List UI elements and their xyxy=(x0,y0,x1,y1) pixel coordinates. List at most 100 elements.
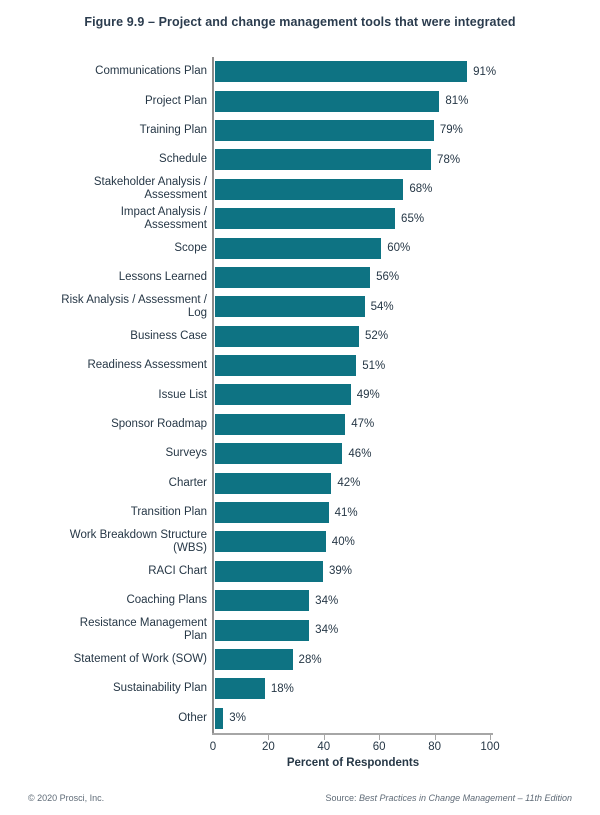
value-label: 47% xyxy=(351,418,375,431)
bar-row: Lessons Learned 56% xyxy=(0,263,600,292)
category-label: Charter xyxy=(168,476,207,489)
x-axis-title: Percent of Respondents xyxy=(286,757,420,769)
bar-track: 51% xyxy=(213,351,600,380)
bar xyxy=(215,560,324,582)
bar-track: 65% xyxy=(213,204,600,233)
x-axis-tick xyxy=(434,735,436,740)
category-label: Other xyxy=(178,711,207,724)
footer-source-title: Best Practices in Change Management – 11… xyxy=(359,793,572,803)
bar xyxy=(215,325,360,347)
category-label: Impact Analysis / Assessment xyxy=(120,205,207,231)
bar xyxy=(215,90,440,112)
x-axis-tick-label: 20 xyxy=(261,741,275,753)
value-label: 60% xyxy=(387,242,411,255)
category-label: Business Case xyxy=(130,329,207,342)
x-axis-tick xyxy=(379,735,381,740)
bar-row: Readiness Assessment 51% xyxy=(0,351,600,380)
value-label: 78% xyxy=(437,153,461,166)
bar-track: 81% xyxy=(213,86,600,115)
value-label: 91% xyxy=(473,65,497,78)
value-label: 3% xyxy=(229,712,246,725)
bar xyxy=(215,502,329,524)
bar-row: Stakeholder Analysis / Assessment 68% xyxy=(0,175,600,204)
bar-row: Business Case 52% xyxy=(0,322,600,351)
bar-track: 60% xyxy=(213,233,600,262)
category-label: Resistance Management Plan xyxy=(79,617,207,643)
bar-row: Communications Plan 91% xyxy=(0,57,600,86)
bar-row: Sustainability Plan 18% xyxy=(0,674,600,703)
value-label: 46% xyxy=(348,447,372,460)
bar xyxy=(215,649,293,670)
bar xyxy=(215,590,310,612)
bar-track: 28% xyxy=(213,645,600,674)
value-label: 68% xyxy=(409,183,433,196)
bar-track: 40% xyxy=(213,527,600,556)
category-label: Surveys xyxy=(165,447,207,460)
bar xyxy=(215,678,265,700)
bar-track: 56% xyxy=(213,263,600,292)
bar-chart-plot: Communications Plan 91% Project Plan 81% Tra… xyxy=(0,57,600,733)
bar-row: Sponsor Roadmap 47% xyxy=(0,410,600,439)
x-axis-tick xyxy=(268,735,270,740)
footer-source: Source: Best Practices in Change Managem… xyxy=(326,793,573,803)
category-label: Coaching Plans xyxy=(126,594,207,607)
bar xyxy=(215,619,310,641)
bar-row: Charter 42% xyxy=(0,468,600,497)
bar-track: 3% xyxy=(213,704,600,733)
bar-track: 68% xyxy=(213,175,600,204)
value-label: 56% xyxy=(376,271,400,284)
bar-row: Issue List 49% xyxy=(0,380,600,409)
category-label: Training Plan xyxy=(139,124,207,137)
value-label: 28% xyxy=(298,653,322,666)
x-axis-tick-marks xyxy=(213,735,493,741)
value-label: 42% xyxy=(337,477,361,490)
bar-track: 52% xyxy=(213,322,600,351)
value-label: 34% xyxy=(315,624,339,637)
category-label: Sponsor Roadmap xyxy=(111,417,207,430)
bar-track: 18% xyxy=(213,674,600,703)
value-label: 39% xyxy=(329,565,353,578)
value-label: 34% xyxy=(315,594,339,607)
bar-row: Schedule 78% xyxy=(0,145,600,174)
bar-row: Other 3% xyxy=(0,704,600,733)
x-axis-tick-label: 40 xyxy=(317,741,331,753)
category-label: RACI Chart xyxy=(148,564,207,577)
value-label: 65% xyxy=(401,212,425,225)
bar-row: Training Plan 79% xyxy=(0,116,600,145)
bar xyxy=(215,384,351,406)
value-label: 41% xyxy=(334,506,358,519)
bar-row: Work Breakdown Structure (WBS) 40% xyxy=(0,527,600,556)
bar-track: 54% xyxy=(213,292,600,321)
x-axis-tick xyxy=(490,735,491,740)
bar xyxy=(215,61,468,83)
value-label: 18% xyxy=(270,682,294,695)
bar xyxy=(215,413,346,435)
bar xyxy=(215,472,332,494)
bar-track: 42% xyxy=(213,468,600,497)
x-axis-tick-label: 60 xyxy=(372,741,386,753)
value-label: 79% xyxy=(439,124,463,137)
bar-track: 46% xyxy=(213,439,600,468)
bar-track: 49% xyxy=(213,380,600,409)
bar-track: 79% xyxy=(213,116,600,145)
y-axis-line xyxy=(212,57,214,735)
bar xyxy=(215,149,432,171)
category-label: Lessons Learned xyxy=(118,270,207,283)
bar-row: Resistance Management Plan 34% xyxy=(0,615,600,644)
category-label: Stakeholder Analysis / Assessment xyxy=(93,176,207,202)
category-label: Scope xyxy=(174,241,207,254)
category-label: Communications Plan xyxy=(95,65,207,78)
value-label: 54% xyxy=(370,300,394,313)
value-label: 40% xyxy=(331,535,355,548)
category-label: Work Breakdown Structure (WBS) xyxy=(69,529,207,554)
category-label: Statement of Work (SOW) xyxy=(73,653,207,666)
category-label: Sustainability Plan xyxy=(113,682,207,695)
bar-track: 91% xyxy=(213,57,600,86)
value-label: 81% xyxy=(445,95,469,108)
category-label: Schedule xyxy=(159,153,207,166)
bar xyxy=(215,296,365,318)
category-label: Transition Plan xyxy=(130,506,207,519)
value-label: 51% xyxy=(362,359,386,372)
x-axis-tick-label: 100 xyxy=(480,741,500,753)
category-label: Issue List xyxy=(158,388,207,401)
